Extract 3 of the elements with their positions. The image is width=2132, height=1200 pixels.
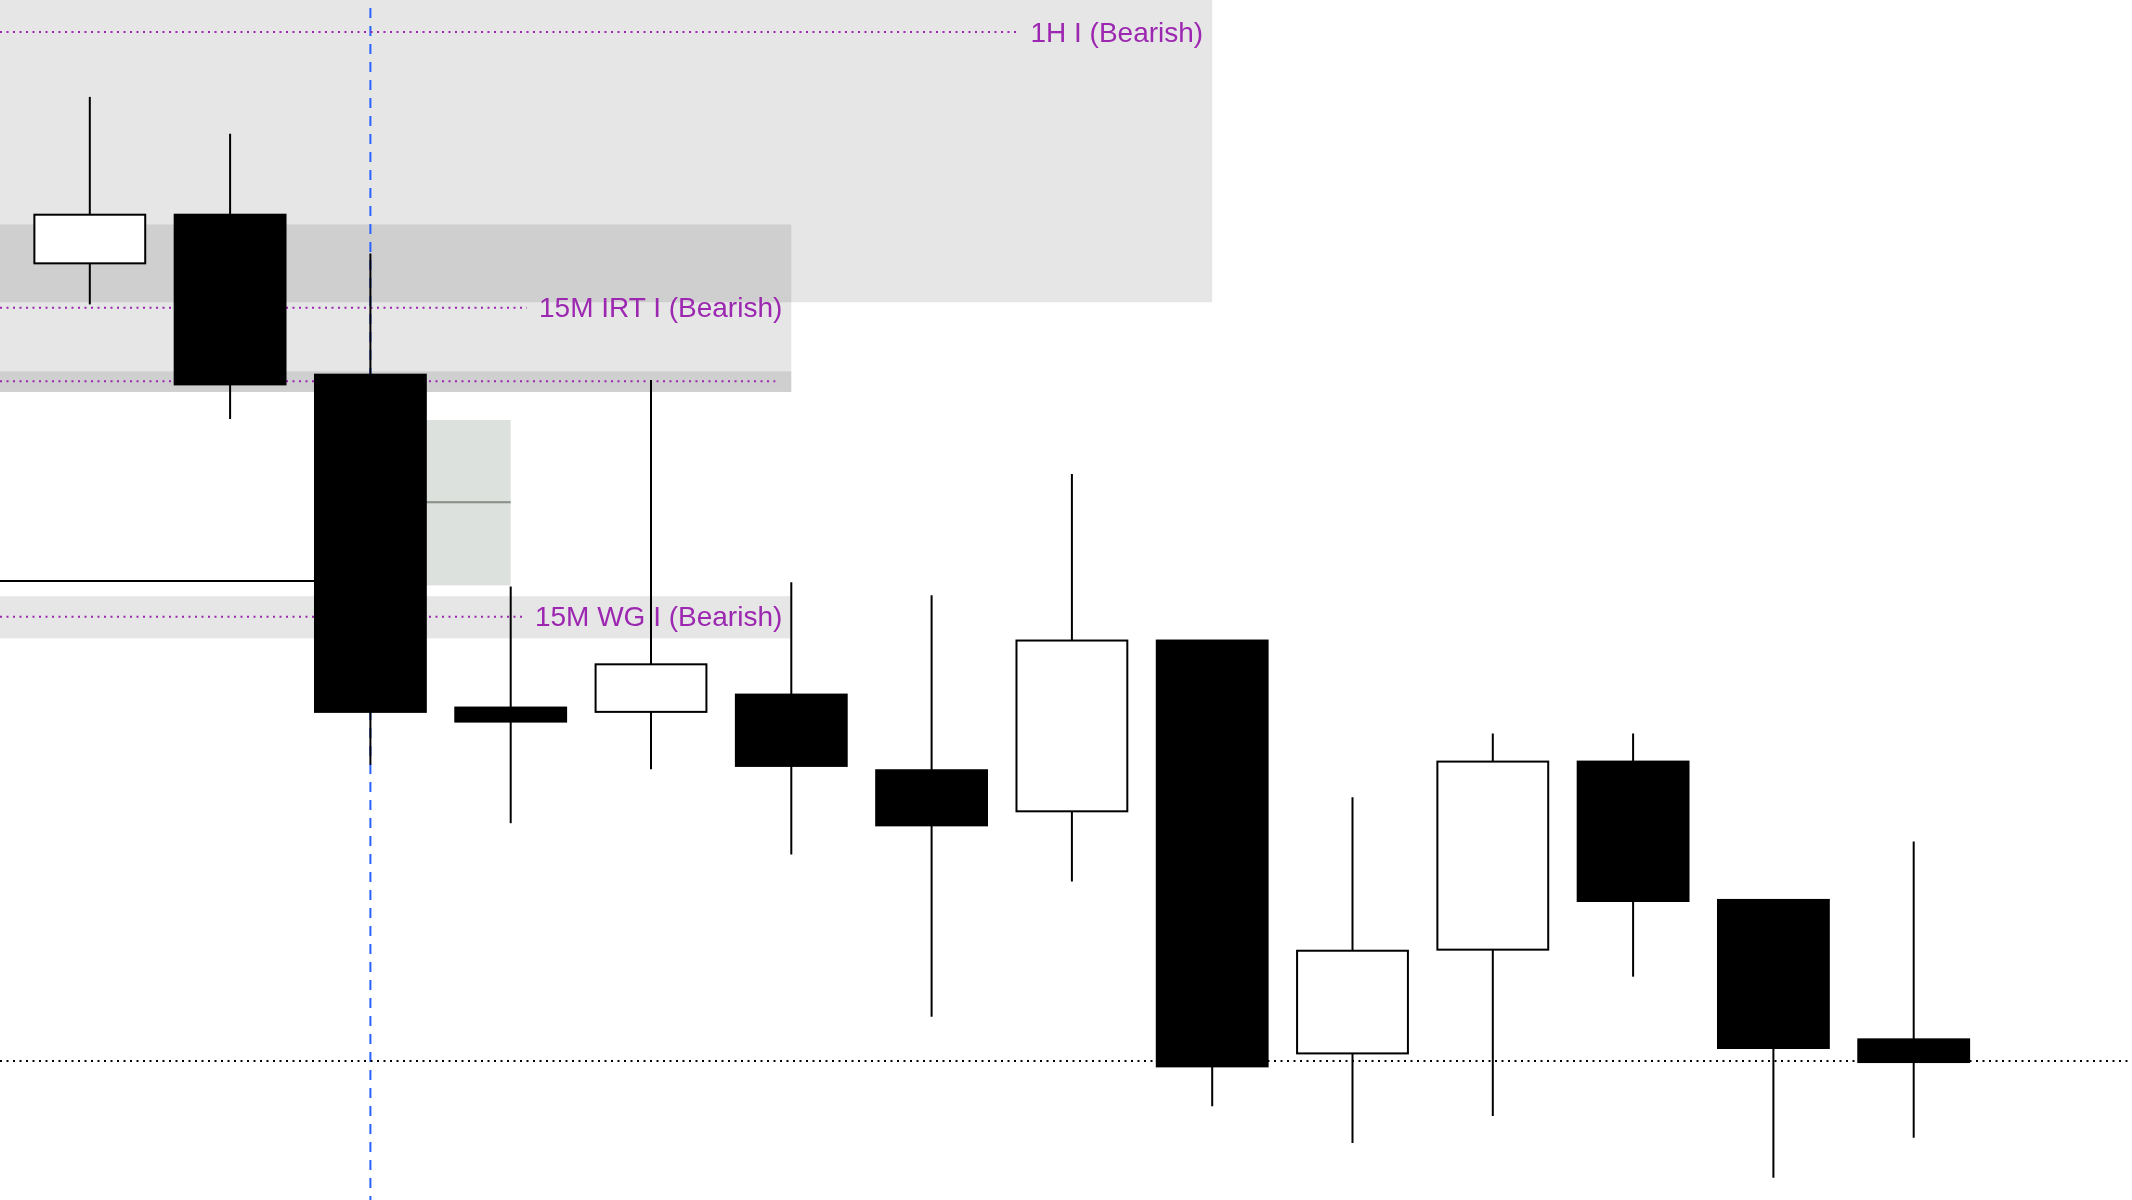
ref-line-label: 15M IRT I (Bearish): [539, 292, 783, 324]
ref-line-label: 15M WG I (Bearish): [534, 601, 783, 633]
ref-line-label: 1H I (Bearish): [1030, 16, 1204, 48]
